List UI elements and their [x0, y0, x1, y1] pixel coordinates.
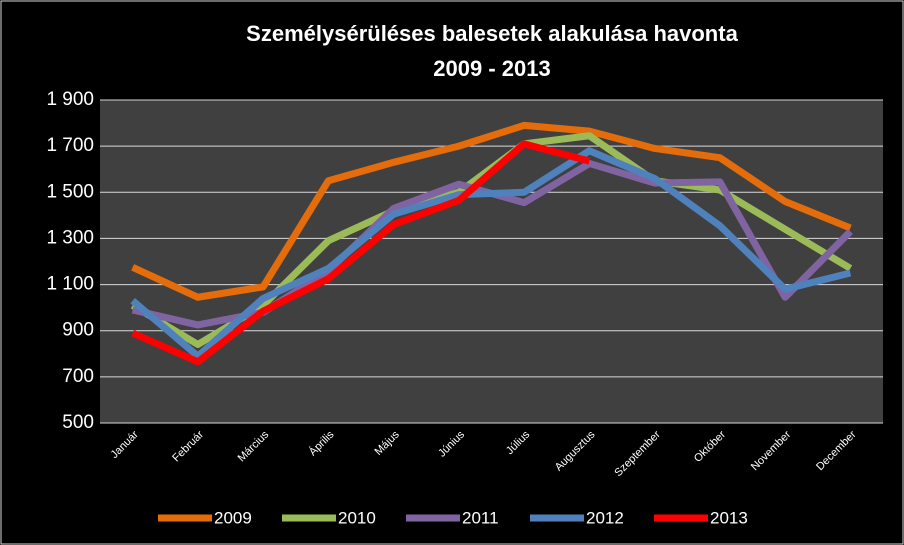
y-tick-label: 1 900: [46, 89, 94, 110]
series-line: [130, 147, 852, 360]
chart-subtitle: 2009 - 2013: [433, 56, 550, 81]
legend-label: 2013: [710, 508, 748, 527]
y-tick-label: 700: [62, 366, 94, 387]
y-tick-label: 500: [62, 412, 94, 433]
legend-label: 2012: [586, 508, 624, 527]
y-tick-label: 1 100: [46, 274, 94, 295]
y-tick-label: 1 700: [46, 135, 94, 156]
y-tick-label: 1 500: [46, 181, 94, 202]
legend-label: 2009: [214, 508, 252, 527]
legend-label: 2010: [338, 508, 376, 527]
series-line: [131, 140, 591, 366]
y-tick-label: 900: [62, 320, 94, 341]
legend-label: 2011: [462, 508, 499, 527]
chart-title: Személysérüléses balesetek alakulása hav…: [246, 21, 738, 46]
y-tick-label: 1 300: [46, 227, 94, 248]
series-line: [131, 121, 852, 301]
